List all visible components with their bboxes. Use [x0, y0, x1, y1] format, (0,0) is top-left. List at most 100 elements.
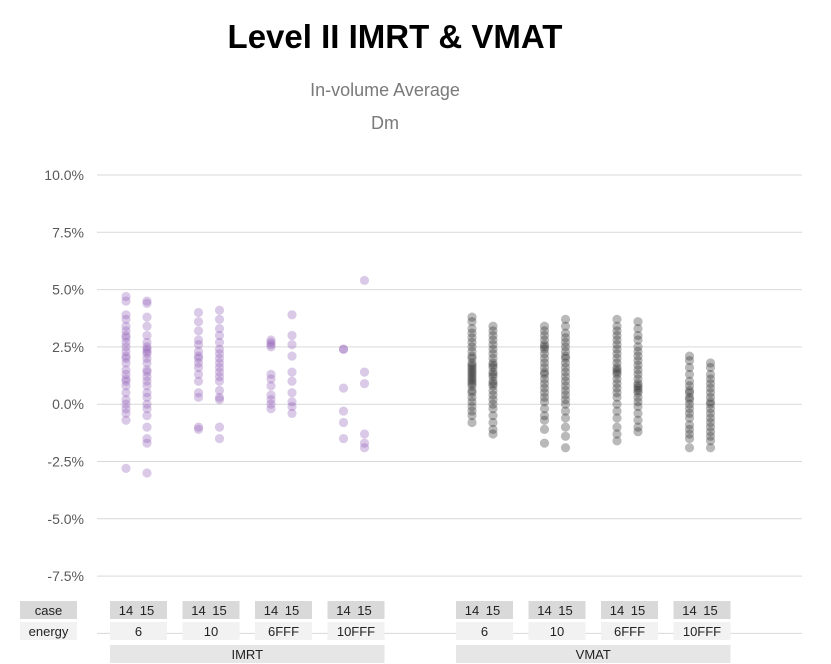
- data-point: [705, 427, 716, 437]
- data-point: [612, 349, 622, 359]
- data-point: [193, 353, 204, 363]
- data-point: [633, 383, 643, 393]
- data-point: [539, 388, 550, 398]
- data-point: [560, 358, 571, 368]
- data-point: [684, 429, 695, 439]
- data-point: [467, 367, 477, 377]
- data-point: [633, 397, 643, 407]
- data-point: [488, 417, 498, 428]
- chart-subtitle-1: In-volume Average: [310, 80, 460, 100]
- data-point: [214, 372, 225, 382]
- data-point: [121, 388, 131, 398]
- energy-label: 6FFF: [614, 624, 645, 639]
- data-point: [488, 360, 498, 370]
- data-point: [612, 358, 622, 368]
- data-point: [539, 415, 550, 425]
- data-point: [684, 369, 695, 380]
- case-label: 14: [465, 603, 479, 618]
- data-point: [142, 342, 152, 352]
- data-point: [633, 427, 643, 437]
- data-point: [633, 356, 643, 366]
- case-label: 15: [631, 603, 645, 618]
- data-point: [705, 388, 716, 398]
- data-point: [121, 346, 131, 357]
- data-point: [266, 390, 276, 400]
- data-point: [193, 346, 204, 357]
- data-point: [467, 372, 477, 382]
- data-point: [684, 420, 695, 430]
- y-tick-label: 2.5%: [52, 339, 84, 355]
- case-label: 14: [610, 603, 624, 618]
- case-label: 15: [703, 603, 717, 618]
- data-point: [266, 374, 276, 384]
- data-point: [705, 362, 716, 373]
- energy-cell: [110, 622, 167, 640]
- data-point: [612, 326, 622, 336]
- data-point: [121, 314, 131, 324]
- data-point: [287, 408, 297, 418]
- data-point: [121, 342, 131, 352]
- data-point: [193, 340, 204, 350]
- data-point: [121, 291, 131, 302]
- data-point: [612, 406, 622, 416]
- data-point: [633, 317, 643, 327]
- data-point: [488, 404, 498, 414]
- energy-label: 6: [135, 624, 142, 639]
- data-point: [121, 408, 131, 418]
- data-point: [142, 411, 152, 421]
- data-point: [121, 326, 131, 336]
- data-point: [705, 358, 716, 368]
- data-point: [633, 385, 643, 396]
- data-point: [287, 330, 297, 341]
- row-header-cell: [20, 601, 77, 619]
- data-point: [633, 365, 643, 375]
- data-point: [612, 388, 622, 398]
- data-point: [539, 397, 550, 407]
- data-point: [612, 321, 622, 331]
- data-point: [684, 443, 695, 453]
- data-point: [612, 344, 622, 354]
- case-label: 14: [119, 603, 133, 618]
- data-point: [142, 468, 152, 478]
- data-point: [193, 422, 204, 432]
- data-point: [612, 335, 622, 345]
- data-point: [539, 383, 550, 393]
- data-point: [560, 406, 571, 416]
- data-point: [560, 353, 571, 363]
- group-label: IMRT: [231, 647, 263, 662]
- data-point: [193, 376, 204, 386]
- data-point: [467, 351, 477, 361]
- data-point: [488, 353, 498, 363]
- data-point: [359, 438, 370, 448]
- data-point: [142, 422, 152, 432]
- data-point: [705, 422, 716, 432]
- data-point: [560, 372, 571, 382]
- data-point: [121, 399, 131, 409]
- data-point: [142, 392, 152, 402]
- data-point: [488, 362, 498, 373]
- data-point: [121, 369, 131, 380]
- data-point: [287, 388, 297, 398]
- data-point: [467, 411, 477, 421]
- data-point: [560, 390, 571, 400]
- data-point: [539, 362, 550, 373]
- data-point: [684, 433, 695, 444]
- y-tick-label: -5.0%: [47, 511, 84, 527]
- data-point: [539, 342, 550, 352]
- data-point: [539, 349, 550, 359]
- data-point: [705, 443, 716, 453]
- data-point: [287, 367, 297, 377]
- data-point: [142, 365, 152, 375]
- case-cell: [327, 601, 385, 619]
- data-point: [560, 385, 571, 396]
- data-point: [612, 367, 622, 377]
- energy-cell: [456, 622, 513, 640]
- data-point: [142, 438, 152, 448]
- data-point: [560, 443, 571, 453]
- energy-label: 6FFF: [268, 624, 299, 639]
- data-point: [633, 323, 643, 334]
- energy-label: 10: [550, 624, 564, 639]
- data-point: [560, 381, 571, 391]
- data-point: [684, 408, 695, 418]
- data-point: [121, 404, 131, 414]
